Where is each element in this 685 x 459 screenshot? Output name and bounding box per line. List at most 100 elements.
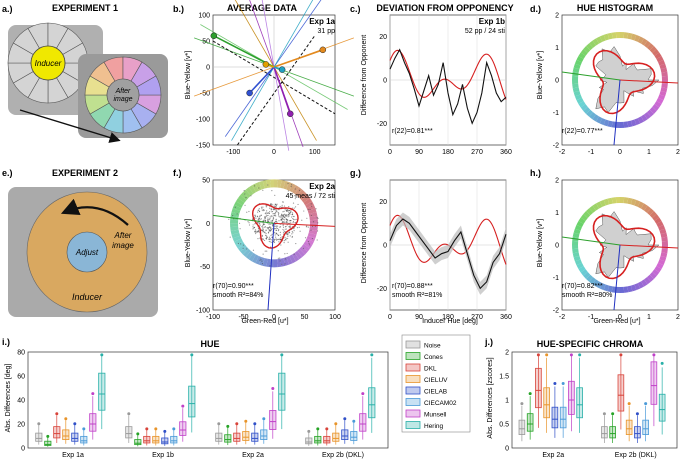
scatter-point (267, 184, 269, 186)
scatter-point (277, 211, 279, 214)
scatter-point (275, 203, 277, 206)
scatter-point (293, 228, 295, 230)
hue-ring-segment (659, 90, 667, 97)
scatter-point (270, 234, 272, 237)
scatter-point (316, 239, 318, 241)
scatter-point (299, 230, 301, 232)
y-tick-label: -50 (200, 264, 210, 271)
y-tick-label: -100 (196, 308, 210, 315)
hue-ring-segment (603, 33, 610, 41)
box (617, 374, 625, 412)
scatter-point (252, 224, 254, 226)
scatter-point (290, 210, 292, 212)
scatter-point (275, 229, 278, 231)
x-tick-label: 0 (388, 314, 392, 321)
scatter-point (288, 226, 290, 228)
scatter-point (254, 214, 256, 216)
y-tick-label: 2 (555, 178, 559, 185)
scatter-point (265, 232, 267, 235)
hue-ring-segment (580, 104, 588, 111)
box (323, 435, 331, 444)
outlier (91, 392, 95, 396)
hue-ring-segment (574, 224, 582, 231)
h-s-label: smooth R²=80% (562, 292, 612, 299)
hue-ring-segment (573, 90, 581, 97)
scatter-point (307, 209, 309, 211)
scatter-point (260, 214, 262, 216)
outlier (611, 412, 615, 416)
hue-ring-segment (270, 179, 274, 188)
hue-ring-segment (583, 106, 591, 114)
scatter-point (275, 238, 277, 240)
scatter-point (265, 234, 267, 237)
hue-ring-segment (574, 259, 582, 266)
scatter-point (281, 217, 283, 219)
hue-ring-segment (620, 121, 625, 128)
hue-ring-segment (637, 116, 644, 124)
hue-ring-segment (656, 56, 664, 63)
hue-ring-segment (661, 240, 668, 245)
scatter-point (294, 198, 296, 200)
scatter-point (287, 241, 289, 243)
panel-label-j: j.) (484, 337, 493, 347)
legend-swatch (405, 409, 421, 418)
y-tick-label: 1 (555, 210, 559, 217)
title-hue: HUE (200, 339, 219, 349)
scatter-point (278, 241, 280, 243)
scatter-point (285, 210, 288, 212)
hue-ring-segment (277, 179, 282, 188)
outlier (325, 427, 329, 431)
scatter-point (258, 187, 260, 189)
hue-ring-segment (660, 232, 668, 238)
scatter-point (283, 210, 285, 212)
box (543, 387, 550, 419)
scatter-point (281, 263, 283, 265)
f-exp-label: Exp 2a (309, 182, 335, 191)
x-tick-label: 1 (647, 314, 651, 321)
scatter-point (259, 259, 261, 261)
outlier (361, 392, 365, 396)
outlier (190, 353, 194, 357)
scatter-point (259, 221, 261, 224)
scatter-point (309, 244, 311, 246)
outlier (553, 381, 557, 385)
hue-ring-segment (583, 211, 591, 219)
scatter-point (252, 226, 254, 228)
scatter-point (229, 236, 231, 238)
scatter-point (315, 208, 317, 210)
scatter-point (264, 218, 266, 220)
hue-ring-segment (623, 197, 629, 204)
afterimage2-label-1: After (114, 231, 132, 240)
scatter-point (269, 217, 271, 219)
title-experiment-2: EXPERIMENT 2 (52, 168, 118, 178)
hue-ring-segment (627, 32, 633, 40)
outlier (82, 427, 86, 431)
scatter-point (292, 221, 294, 224)
x-tick-label: 270 (471, 314, 483, 321)
category-label: Exp 1a (62, 452, 84, 459)
scatter-point (290, 216, 293, 218)
scatter-point (261, 226, 263, 228)
scatter-point (257, 222, 259, 224)
scatter-point (259, 224, 261, 227)
y-tick-label: 100 (198, 13, 210, 20)
scatter-point (273, 215, 275, 217)
y-tick-label: 0 (206, 65, 210, 72)
scatter-point (294, 219, 296, 221)
scatter-point (272, 204, 274, 206)
scatter-point (257, 211, 259, 213)
scatter-point (265, 212, 267, 214)
g-r-label: r(70)=0.88*** (392, 283, 433, 290)
scatter-point (277, 227, 279, 230)
hue-ring-segment (245, 250, 254, 260)
outlier (561, 381, 565, 385)
x-tick-label: 360 (500, 314, 512, 321)
scatter-point (266, 210, 268, 212)
scatter-point (267, 227, 269, 230)
outlier (578, 353, 582, 357)
d-ylabel: Blue-Yellow [v*] (537, 51, 544, 99)
hue-ring-segment (659, 63, 667, 70)
outlier (370, 353, 374, 357)
scatter-point (276, 238, 279, 241)
y-tick-label: -1 (553, 275, 559, 282)
